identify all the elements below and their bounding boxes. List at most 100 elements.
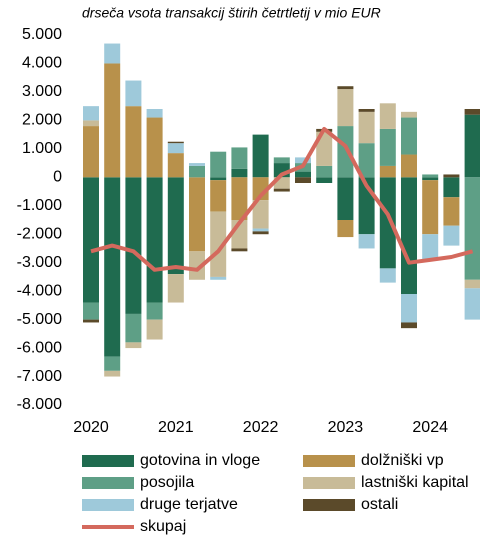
- bar-segment: [422, 180, 439, 235]
- bar-segment: [422, 177, 439, 181]
- x-tick-label: 2021: [158, 419, 194, 436]
- bar-segment: [401, 322, 417, 329]
- x-tick-label: 2022: [243, 419, 279, 436]
- bar-segment: [379, 103, 396, 129]
- bar-segment: [273, 177, 290, 189]
- bar-segment: [167, 143, 184, 154]
- bar-segment: [146, 177, 163, 303]
- bar-segment: [273, 188, 290, 192]
- bar-segment: [316, 131, 333, 166]
- bar-segment: [83, 126, 99, 178]
- legend-swatch: [82, 455, 134, 467]
- bar-segment: [295, 157, 311, 164]
- bar-segment: [83, 106, 99, 121]
- bar-segment: [358, 143, 375, 178]
- bar-segment: [210, 180, 227, 212]
- bar-segment: [401, 177, 417, 294]
- y-tick-label: 0: [53, 169, 62, 186]
- bar-segment: [210, 151, 227, 178]
- bar-segment: [252, 134, 269, 178]
- y-tick-label: 4.000: [22, 55, 62, 72]
- bar-segment: [358, 234, 375, 249]
- bar-segment: [252, 231, 269, 235]
- legend-label: gotovina in vloge: [140, 452, 260, 469]
- bar-segment: [252, 200, 269, 229]
- bar-segment: [231, 147, 248, 169]
- legend-label: druge terjatve: [140, 496, 238, 513]
- bar-segment: [337, 86, 354, 90]
- legend-swatch: [303, 455, 355, 467]
- y-tick-label: -6.000: [17, 339, 62, 356]
- bar-segment: [443, 225, 460, 246]
- bar-segment: [125, 342, 142, 349]
- bar-segment: [337, 177, 354, 220]
- bar-segment: [167, 177, 184, 275]
- bar-segment: [337, 126, 354, 178]
- bar-segment: [167, 153, 184, 178]
- y-tick-label: -8.000: [17, 396, 62, 413]
- bar-segment: [104, 63, 121, 178]
- bar-segment: [146, 109, 163, 118]
- y-tick-label: -4.000: [17, 282, 62, 299]
- legend-label: skupaj: [140, 518, 186, 535]
- y-tick-label: -1.000: [17, 197, 62, 214]
- bar-segment: [401, 294, 417, 323]
- bar-segment: [125, 313, 142, 343]
- bar-segment: [189, 165, 205, 178]
- bar-segment: [464, 114, 480, 178]
- bar-segment: [443, 177, 460, 198]
- bar-segment: [104, 356, 121, 371]
- bar-segment: [104, 43, 121, 64]
- bar-segment: [210, 177, 227, 181]
- bar-segment: [337, 220, 354, 238]
- x-tick-label: 2020: [73, 419, 109, 436]
- y-tick-label: -3.000: [17, 254, 62, 271]
- legend-label: dolžniški vp: [361, 452, 444, 469]
- bar-segment: [422, 234, 439, 260]
- bar-segment: [231, 248, 248, 252]
- x-tick-label: 2024: [412, 419, 448, 436]
- y-tick-label: 3.000: [22, 83, 62, 100]
- bar-segment: [273, 157, 290, 164]
- line: [90, 126, 474, 272]
- bar-segment: [125, 106, 142, 178]
- bar-segment: [83, 319, 99, 323]
- bar-segment: [379, 165, 396, 178]
- legend-label: posojila: [140, 474, 194, 491]
- bar-segment: [231, 177, 248, 220]
- bar-segment: [401, 117, 417, 155]
- y-tick-label: -2.000: [17, 225, 62, 242]
- legend-swatch: [82, 499, 134, 511]
- y-tick-label: 5.000: [22, 26, 62, 43]
- bar-segment: [316, 177, 333, 183]
- bar-segment: [443, 174, 460, 178]
- bar-segment: [358, 111, 375, 144]
- bar-segment: [146, 319, 163, 340]
- bar-segment: [167, 141, 184, 144]
- x-tick-label: 2023: [328, 419, 364, 436]
- bar-segment: [401, 154, 417, 178]
- bar-segment: [379, 128, 396, 166]
- bar-segment: [316, 165, 333, 178]
- legend-label: ostali: [361, 496, 398, 513]
- bar-segment: [189, 163, 205, 166]
- legend-swatch: [82, 477, 134, 489]
- bar-segment: [83, 120, 99, 127]
- bar-segment: [83, 302, 99, 320]
- bar-segment: [125, 80, 142, 107]
- bar-segment: [125, 177, 142, 314]
- bar-segment: [210, 211, 227, 277]
- bar-segment: [146, 117, 163, 178]
- bar-segment: [358, 109, 375, 112]
- bar-segment: [401, 111, 417, 118]
- bar-segment: [83, 177, 99, 303]
- bar-segment: [464, 109, 480, 115]
- bar-segment: [337, 89, 354, 127]
- y-tick-label: 1.000: [22, 140, 62, 157]
- legend-swatch: [303, 477, 355, 489]
- bar-segment: [210, 276, 227, 280]
- bar-segment: [189, 251, 205, 280]
- bar-segment: [464, 177, 480, 280]
- bar-segment: [464, 279, 480, 289]
